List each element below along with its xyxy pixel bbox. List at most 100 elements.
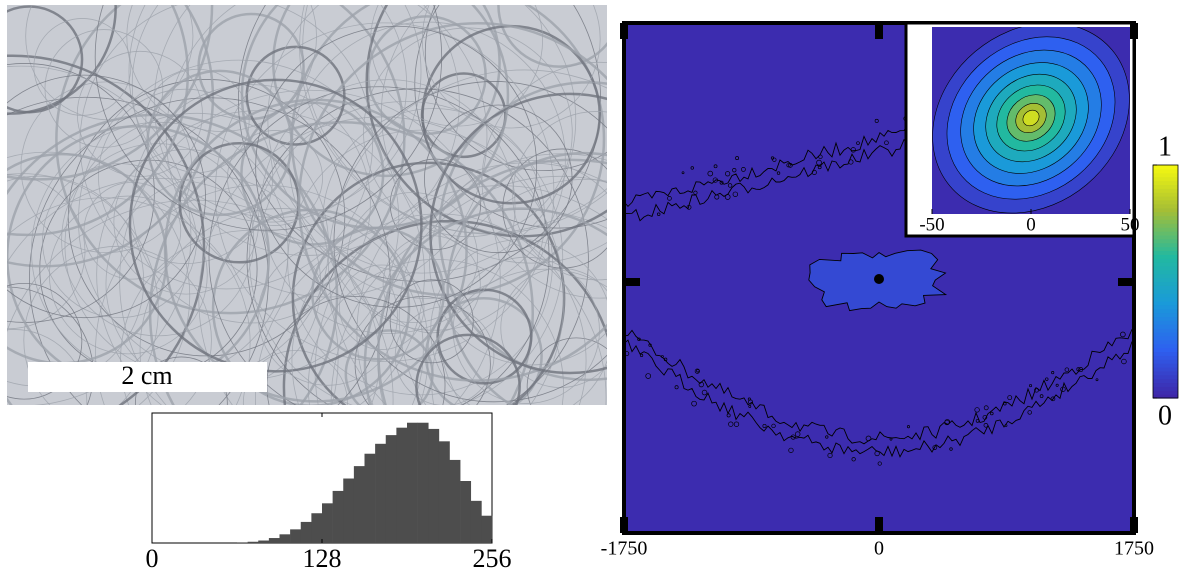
- contour-dot: [1050, 396, 1056, 402]
- fiber: [249, 101, 564, 405]
- colorbar-step: [1153, 238, 1178, 244]
- histogram-bar: [385, 435, 397, 543]
- contour-dot: [645, 373, 652, 379]
- colorbar-step: [1153, 246, 1178, 252]
- contour-dot: [877, 461, 882, 466]
- histogram-bar: [311, 513, 323, 543]
- colorbar-step: [1153, 273, 1178, 279]
- fiber: [208, 86, 550, 405]
- colorbar-step: [1153, 176, 1178, 182]
- contour-dot: [1060, 386, 1066, 392]
- colorbar-step: [1153, 192, 1178, 197]
- inset-contours: [932, 27, 1130, 214]
- fiber: [33, 18, 132, 116]
- contour-dot: [982, 415, 988, 420]
- contour-dot: [1076, 367, 1081, 372]
- fiber: [7, 283, 83, 400]
- fiber: [429, 159, 607, 366]
- fiber: [94, 5, 443, 231]
- contour-dot: [748, 399, 753, 405]
- colorbar-step: [1153, 199, 1178, 205]
- colorbar-step: [1153, 172, 1178, 178]
- fiber: [452, 256, 600, 404]
- fiber: [291, 213, 587, 405]
- contour-dot: [884, 140, 889, 146]
- histogram-bar: [470, 500, 482, 543]
- contour-dot: [733, 421, 740, 427]
- colorbar-step: [1153, 265, 1178, 271]
- fiber: [128, 78, 423, 373]
- fiber: [333, 81, 607, 403]
- fiber: [198, 116, 565, 405]
- contour-dot: [639, 353, 644, 358]
- colorbar-step: [1153, 269, 1178, 275]
- fiber: [7, 5, 214, 181]
- contour-dot: [725, 171, 731, 177]
- fiber: [424, 104, 573, 254]
- x-tick: [620, 517, 628, 533]
- histogram-bar: [396, 427, 408, 543]
- colorbar-step: [1153, 258, 1178, 263]
- colorbar-step: [1153, 382, 1178, 387]
- contour-dot: [726, 413, 731, 418]
- colorbar-step: [1153, 316, 1178, 321]
- contour-dot: [983, 405, 989, 411]
- contour-dot: [663, 357, 668, 362]
- contour-dot: [686, 204, 692, 210]
- histogram-bar: [417, 422, 429, 543]
- contour-dot: [944, 419, 950, 426]
- contour-dot: [848, 159, 854, 165]
- fiber: [267, 5, 577, 274]
- contour-dot: [874, 118, 879, 123]
- contour-dot: [786, 163, 791, 168]
- fiber: [346, 192, 478, 324]
- fiber: [389, 279, 474, 364]
- x-tick-label: 128: [303, 544, 342, 573]
- contour-dot: [1003, 402, 1007, 406]
- colorbar-step: [1153, 242, 1178, 248]
- contour-dot: [656, 212, 661, 216]
- fiber: [119, 89, 501, 405]
- fiber: [7, 151, 191, 405]
- contour-dot: [771, 423, 776, 429]
- inset-x-tick-label: -50: [919, 214, 944, 235]
- fiber: [7, 197, 251, 405]
- contour-dot: [818, 154, 823, 159]
- histogram-bar: [247, 541, 259, 543]
- colorbar-step: [1153, 215, 1178, 220]
- contour-dot: [637, 337, 641, 342]
- x-tick: [875, 517, 883, 533]
- contour-dot: [856, 141, 860, 145]
- histogram-bar: [438, 441, 450, 543]
- x-tick: [1130, 23, 1138, 39]
- fiber: [7, 199, 394, 405]
- fiber: [76, 50, 203, 177]
- histogram-bar: [268, 538, 280, 543]
- fiber: [366, 15, 487, 136]
- contour-dot: [694, 368, 700, 374]
- fiber: [481, 61, 607, 299]
- contour-dot: [732, 167, 737, 173]
- fiber: [257, 245, 398, 386]
- fiber: [431, 268, 607, 405]
- fiber: [7, 5, 215, 268]
- contour-dot: [701, 389, 708, 396]
- histogram-bar: [428, 428, 440, 543]
- contour-dot: [816, 159, 822, 166]
- contour-dot: [1095, 378, 1099, 382]
- colorbar-tick-label: 0: [1158, 400, 1172, 431]
- inset-contour: [1022, 109, 1040, 127]
- colorbar-tick-label: 1: [1158, 131, 1172, 162]
- contour-dot: [1055, 383, 1059, 387]
- fiber: [242, 350, 348, 405]
- contour-dot: [741, 167, 746, 172]
- fiber: [42, 163, 197, 319]
- colorbar-step: [1153, 277, 1178, 283]
- contour-dot: [817, 165, 822, 170]
- contour-dot: [1004, 424, 1008, 427]
- colorbar-step: [1153, 196, 1178, 201]
- contour-dot: [691, 400, 697, 407]
- fiber: [421, 5, 601, 129]
- fiber: [370, 5, 543, 127]
- contour-dot: [874, 450, 880, 457]
